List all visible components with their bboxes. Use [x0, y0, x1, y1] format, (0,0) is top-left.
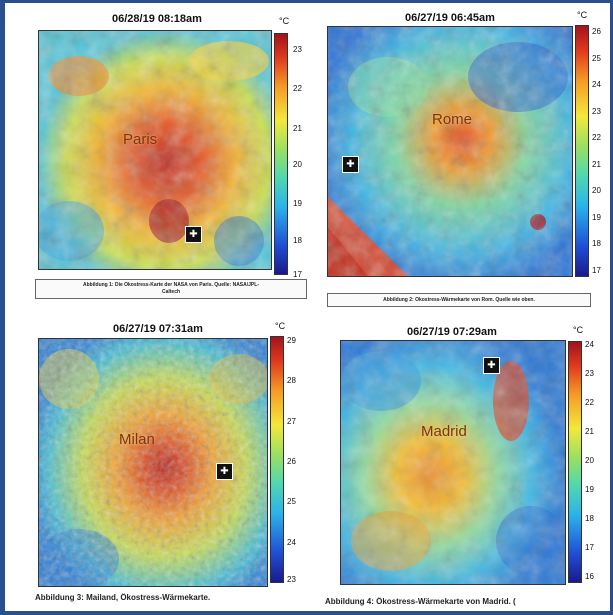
heat-map-image	[39, 339, 267, 586]
scale-tick: 25	[287, 497, 296, 506]
caption-line: Abbildung 3: Mailand, Ökostress-Wärmekar…	[35, 593, 211, 602]
caption-box: Abbildung 1: Die Ökostress-Karte der NAS…	[35, 279, 307, 299]
scale-tick: 18	[592, 239, 601, 248]
timestamp: 06/28/19 08:18am	[112, 13, 202, 25]
scale-tick: 21	[585, 427, 594, 436]
scale-tick: 26	[287, 457, 296, 466]
scale-tick: 17	[592, 266, 601, 275]
heat-map-image	[341, 341, 565, 584]
timestamp: 06/27/19 07:29am	[407, 326, 497, 338]
scale-tick: 25	[592, 54, 601, 63]
color-scale-bar	[270, 336, 284, 583]
crosshair-marker-icon: ✚	[216, 463, 233, 480]
caption-line: Caltech	[161, 289, 181, 295]
unit-label: °C	[577, 10, 588, 20]
crosshair-marker-icon: ✚	[342, 156, 359, 173]
heat-map-rome: Rome ✚	[327, 26, 573, 277]
heat-map-image	[328, 27, 572, 276]
color-scale-bar	[575, 25, 589, 277]
scale-tick: 18	[293, 236, 302, 245]
scale-tick: 22	[592, 133, 601, 142]
figure-frame: 06/28/19 08:18am	[5, 3, 610, 611]
crosshair-marker-icon: ✚	[185, 226, 202, 243]
color-scale-bar	[274, 33, 288, 275]
scale-tick: 23	[585, 369, 594, 378]
scale-tick: 17	[293, 270, 302, 279]
scale-tick: 28	[287, 376, 296, 385]
scale-tick: 29	[287, 336, 296, 345]
unit-label: °C	[279, 16, 290, 26]
scale-tick: 17	[585, 543, 594, 552]
scale-tick: 20	[592, 186, 601, 195]
scale-tick: 23	[287, 575, 296, 584]
scale-tick: 19	[585, 485, 594, 494]
scale-tick: 24	[592, 80, 601, 89]
scale-tick: 23	[293, 45, 302, 54]
scale-tick: 19	[293, 199, 302, 208]
scale-tick: 26	[592, 27, 601, 36]
crosshair-marker-icon: ✚	[483, 357, 500, 374]
scale-tick: 20	[585, 456, 594, 465]
scale-tick: 24	[287, 538, 296, 547]
scale-tick: 22	[585, 398, 594, 407]
timestamp: 06/27/19 06:45am	[405, 12, 495, 24]
color-scale-bar	[568, 341, 582, 583]
scale-tick: 27	[287, 417, 296, 426]
heat-map-madrid: Madrid ✚	[340, 340, 566, 585]
scale-tick: 22	[293, 84, 302, 93]
unit-label: °C	[573, 325, 584, 335]
heat-map-paris: Paris ✚	[38, 30, 272, 270]
city-label: Paris	[123, 131, 158, 148]
scale-tick: 18	[585, 514, 594, 523]
scale-tick: 16	[585, 572, 594, 581]
scale-tick: 19	[592, 213, 601, 222]
caption-box: Abbildung 2: Ökostress-Wärmekarte von Ro…	[327, 293, 591, 307]
timestamp: 06/27/19 07:31am	[113, 323, 203, 335]
caption-line: Abbildung 1: Die Ökostress-Karte der NAS…	[83, 282, 259, 288]
unit-label: °C	[275, 321, 286, 331]
scale-tick: 24	[585, 340, 594, 349]
heat-map-image	[39, 31, 271, 269]
city-label: Rome	[432, 111, 473, 128]
scale-tick: 20	[293, 160, 302, 169]
scale-tick: 21	[293, 124, 302, 133]
scale-tick: 23	[592, 107, 601, 116]
city-label: Madrid	[421, 423, 467, 440]
heat-map-milan: Milan ✚	[38, 338, 268, 587]
caption-line: Abbildung 2: Ökostress-Wärmekarte von Ro…	[383, 297, 535, 303]
caption-line: Abbildung 4: Ökostress-Wärmekarte von Ma…	[325, 597, 516, 606]
scale-tick: 21	[592, 160, 601, 169]
city-label: Milan	[119, 431, 155, 448]
